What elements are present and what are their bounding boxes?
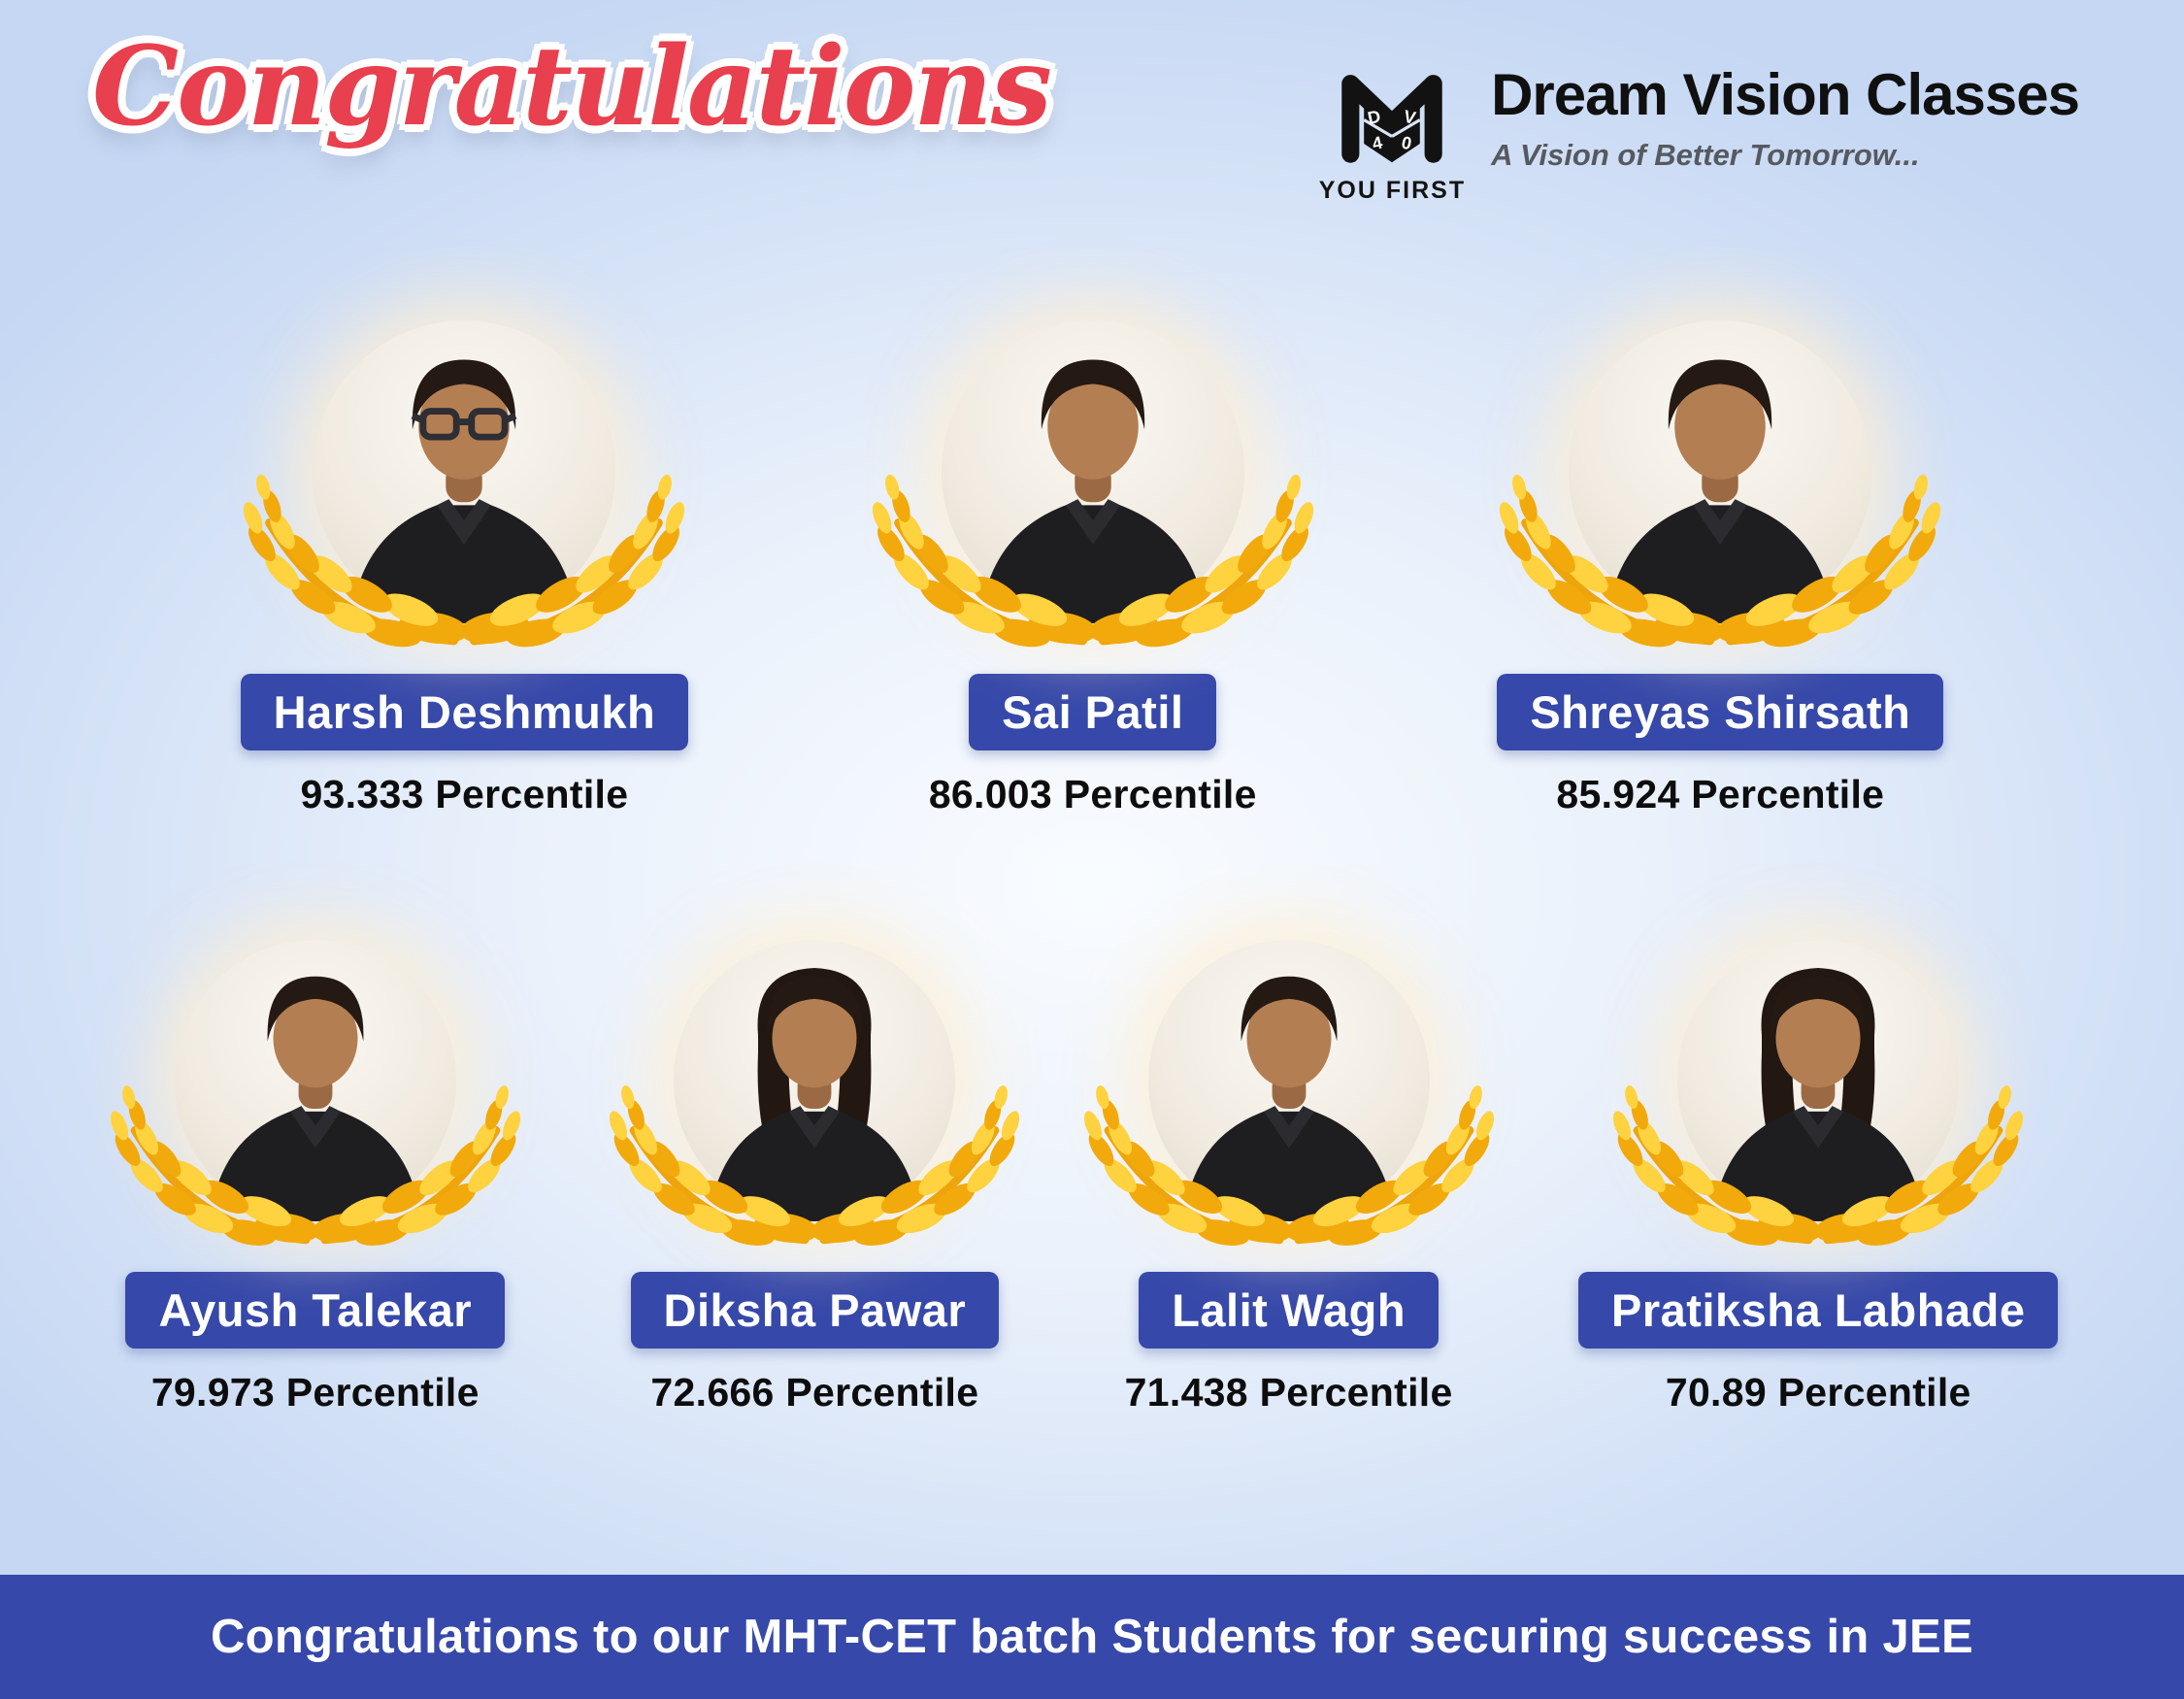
student-photo (942, 320, 1244, 623)
student-name-plate: Diksha Pawar (630, 1272, 1000, 1349)
student-name: Sai Patil (1002, 686, 1184, 738)
student-percentile: 93.333 Percentile (300, 772, 629, 816)
brand-name: Dream Vision Classes (1491, 62, 2080, 127)
student-avatar (175, 940, 456, 1221)
student-card: Harsh Deshmukh 93.333 Percentile (241, 320, 689, 817)
svg-text:D: D (1367, 107, 1383, 128)
student-card: Pratiksha Labhade 70.89 Percentile (1578, 940, 2059, 1416)
congratulations-script-text: Congratulations (92, 23, 1052, 150)
student-name-plate: Harsh Deshmukh (240, 674, 689, 750)
student-avatar (674, 940, 955, 1221)
student-percentile: 70.89 Percentile (1665, 1370, 1971, 1415)
student-name: Ayush Talekar (158, 1284, 473, 1336)
student-avatar (1148, 940, 1430, 1221)
student-name-plate: Ayush Talekar (125, 1272, 506, 1349)
student-avatar (942, 320, 1244, 623)
student-name-plate: Pratiksha Labhade (1578, 1272, 2059, 1349)
student-photo (674, 940, 955, 1221)
student-card: Shreyas Shirsath 85.924 Percentile (1497, 320, 1943, 817)
student-photo (175, 940, 456, 1221)
student-photo (313, 320, 615, 623)
student-avatar (1677, 940, 1959, 1221)
student-percentile: 79.973 Percentile (150, 1370, 480, 1415)
student-photo (1148, 940, 1430, 1221)
student-name: Diksha Pawar (663, 1284, 967, 1336)
student-avatar (313, 320, 615, 623)
student-percentile: 85.924 Percentile (1556, 772, 1885, 816)
student-card: Diksha Pawar 72.666 Percentile (631, 940, 1000, 1416)
student-name-plate: Lalit Wagh (1139, 1272, 1439, 1349)
brand-motto: YOU FIRST (1318, 177, 1467, 204)
student-name-plate: Sai Patil (969, 674, 1217, 750)
student-avatar (1569, 320, 1871, 623)
svg-text:V: V (1403, 107, 1418, 128)
student-photo (1569, 320, 1871, 623)
student-card: Sai Patil 86.003 Percentile (929, 320, 1257, 817)
header: Congratulations D V 4 0 YOU FIRST Dream … (0, 0, 2184, 252)
student-percentile: 71.438 Percentile (1124, 1370, 1453, 1415)
svg-text:0: 0 (1401, 133, 1414, 154)
student-card: Ayush Talekar 79.973 Percentile (125, 940, 505, 1416)
student-percentile: 72.666 Percentile (650, 1370, 979, 1415)
student-name: Lalit Wagh (1172, 1284, 1406, 1336)
student-name: Pratiksha Labhade (1611, 1284, 2026, 1336)
congratulations-script: Congratulations (92, 27, 1052, 147)
student-name: Harsh Deshmukh (273, 686, 656, 738)
student-name-plate: Shreyas Shirsath (1497, 674, 1944, 750)
dream-vision-logo-icon: D V 4 0 (1341, 75, 1443, 163)
brand-block: D V 4 0 YOU FIRST Dream Vision Classes A… (1318, 50, 2080, 205)
student-name: Shreyas Shirsath (1530, 686, 1911, 738)
student-card: Lalit Wagh 71.438 Percentile (1125, 940, 1453, 1416)
student-percentile: 86.003 Percentile (928, 772, 1257, 816)
students-row-1: Harsh Deshmukh 93.333 Percentile Sai Pat… (0, 320, 2184, 817)
bottom-banner-text: Congratulations to our MHT-CET batch Stu… (210, 1611, 1974, 1663)
students-row-2: Ayush Talekar 79.973 Percentile Diksha P… (0, 940, 2184, 1416)
brand-tagline: A Vision of Better Tomorrow... (1491, 138, 1920, 172)
bottom-banner: Congratulations to our MHT-CET batch Stu… (0, 1575, 2184, 1699)
student-photo (1677, 940, 1959, 1221)
svg-text:4: 4 (1371, 133, 1384, 154)
